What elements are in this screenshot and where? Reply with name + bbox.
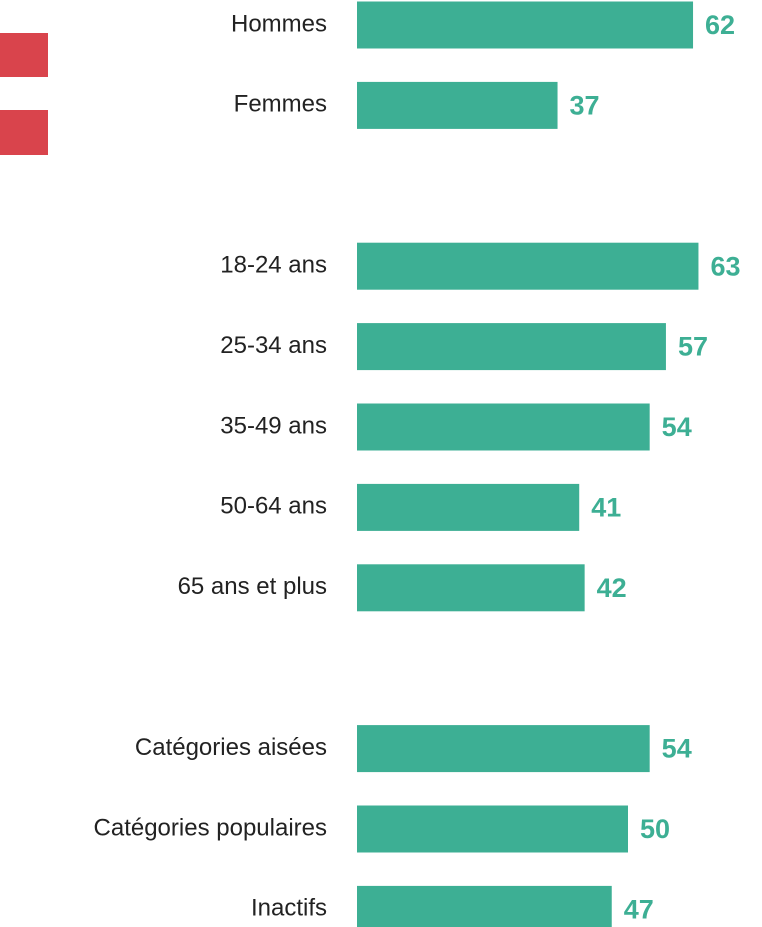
category-label: Femmes — [234, 91, 327, 118]
category-label: 25-34 ans — [220, 332, 327, 359]
value-label: 50 — [640, 814, 670, 844]
category-label: 50-64 ans — [220, 493, 327, 520]
value-label: 42 — [597, 573, 627, 603]
bar — [357, 323, 666, 371]
value-label: 62 — [705, 10, 735, 40]
bar — [357, 885, 612, 927]
category-label: Catégories aisées — [135, 734, 327, 761]
category-label: Hommes — [231, 10, 327, 37]
category-label: 18-24 ans — [220, 252, 327, 279]
value-label: 63 — [710, 251, 740, 281]
decor-square — [0, 110, 48, 155]
bar — [357, 1, 694, 49]
category-label: 65 ans et plus — [178, 573, 327, 600]
value-label: 57 — [678, 332, 708, 362]
category-label: Catégories populaires — [94, 814, 327, 841]
value-label: 54 — [662, 412, 692, 442]
bar — [357, 725, 650, 773]
bar — [357, 242, 699, 290]
value-label: 37 — [570, 91, 600, 121]
value-label: 41 — [591, 493, 621, 523]
category-label: Inactifs — [251, 895, 327, 922]
decor-square — [0, 33, 48, 77]
bar — [357, 81, 558, 129]
category-label: 35-49 ans — [220, 412, 327, 439]
bar — [357, 403, 650, 451]
bar — [357, 805, 628, 853]
value-label: 47 — [624, 895, 654, 925]
value-label: 54 — [662, 734, 692, 764]
bar — [357, 483, 580, 531]
bar — [357, 564, 585, 612]
